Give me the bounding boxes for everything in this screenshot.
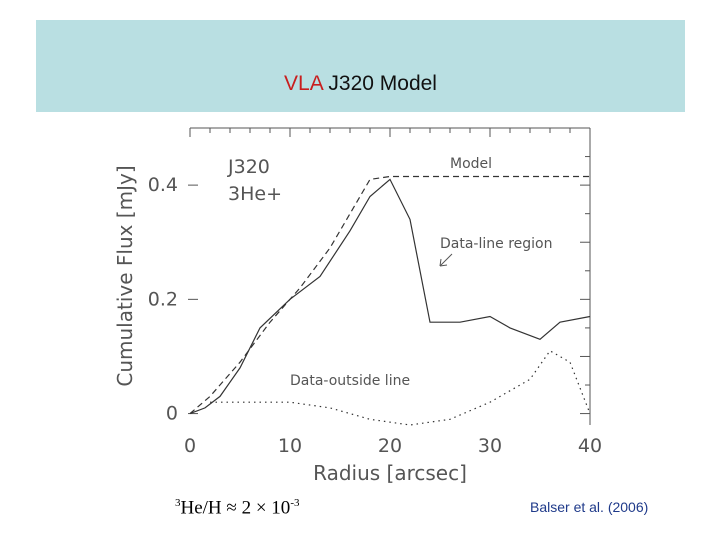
annotation-label: Data-line region [440,236,552,252]
formula-isotope: 3 [175,497,181,509]
title-bar: VLA J320 Model [36,20,685,112]
annotation-label: Data-outside line [290,373,410,389]
line-label: 3He+ [228,183,282,205]
y-axis-label: Cumulative Flux [mJy] [113,165,137,386]
annotation-arrowhead [439,258,448,267]
y-tick-label: 0.4 [148,174,178,196]
formula-main: He/H ≈ 2 × 10 [180,497,291,519]
slide-title-accent: VLA [284,72,323,95]
slide-title: VLA J320 Model [36,72,685,96]
source-label: J320 [227,156,270,178]
slide-title-rest: J320 Model [322,72,437,95]
x-tick-label: 40 [578,435,602,457]
series-line [189,178,591,415]
x-tick-label: 10 [278,435,302,457]
y-tick-label: 0.2 [148,288,178,310]
annotation-arrow [439,253,453,267]
x-tick-label: 20 [378,435,402,457]
y-tick-label: 0 [166,403,178,425]
x-axis-label: Radius [arcsec] [313,461,467,485]
x-tick-label: 0 [184,435,196,457]
series-line [189,175,590,415]
citation: Balser et al. (2006) [530,499,649,515]
annotation-label: Model [450,156,492,172]
formula-exponent: -3 [290,497,300,509]
x-tick-label: 30 [478,435,502,457]
helium-ratio-formula: 3He/H ≈ 2 × 10-3 [175,497,299,519]
